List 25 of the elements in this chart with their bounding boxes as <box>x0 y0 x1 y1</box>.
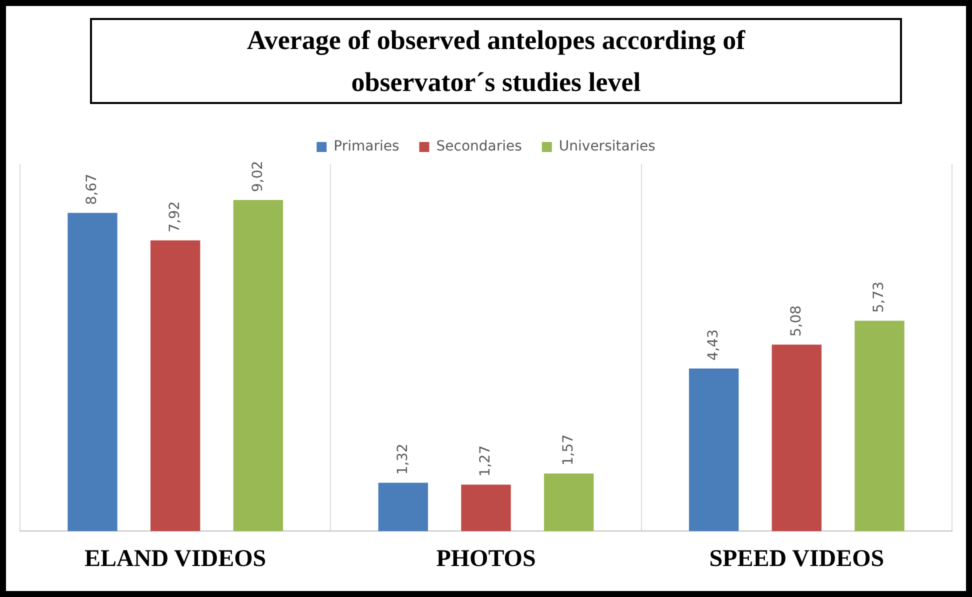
data-label: 8,67 <box>84 174 100 205</box>
data-label: 9,02 <box>250 160 266 192</box>
bar <box>461 484 511 532</box>
bar <box>772 344 822 532</box>
data-label: 5,08 <box>788 305 804 337</box>
data-label: 1,27 <box>478 445 494 477</box>
data-label: 1,57 <box>560 434 576 466</box>
x-tick-label: ELAND VIDEOS <box>84 546 266 572</box>
data-label: 4,43 <box>705 329 722 361</box>
x-tick-label: SPEED VIDEOS <box>709 546 884 572</box>
bar <box>233 200 284 532</box>
legend-label: Primaries <box>334 138 400 155</box>
bar <box>688 368 739 532</box>
bar <box>68 212 118 532</box>
legend-label: Universitaries <box>558 138 656 155</box>
chart-title: Average of observed antelopes according of observator´s studies level <box>90 18 902 104</box>
bar <box>378 482 428 532</box>
data-label: 7,92 <box>166 201 183 232</box>
bar <box>854 320 904 532</box>
legend-label: Secondaries <box>436 138 522 155</box>
x-tick-label: PHOTOS <box>436 546 536 572</box>
data-label: 5,73 <box>871 282 888 313</box>
bar <box>150 240 200 532</box>
bar <box>544 474 594 532</box>
data-label: 1,32 <box>394 444 411 475</box>
